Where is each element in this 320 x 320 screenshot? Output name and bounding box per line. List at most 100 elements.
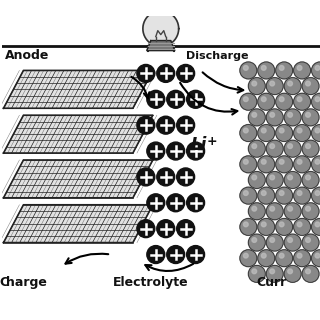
Circle shape (252, 112, 257, 117)
Circle shape (297, 222, 302, 227)
Circle shape (258, 187, 275, 204)
Circle shape (248, 109, 265, 126)
Circle shape (266, 172, 283, 188)
Circle shape (266, 203, 283, 220)
Circle shape (187, 194, 204, 212)
Circle shape (270, 175, 275, 180)
Circle shape (167, 245, 185, 263)
Circle shape (279, 191, 284, 196)
Circle shape (167, 142, 185, 160)
Circle shape (312, 156, 320, 173)
Circle shape (284, 78, 301, 94)
Circle shape (288, 175, 292, 180)
Circle shape (297, 66, 302, 70)
Circle shape (266, 265, 283, 282)
Circle shape (261, 159, 266, 164)
Circle shape (187, 90, 204, 108)
Text: C: C (0, 276, 9, 289)
Circle shape (147, 245, 165, 263)
Circle shape (302, 172, 319, 188)
Circle shape (240, 219, 257, 236)
Circle shape (294, 156, 310, 173)
Circle shape (302, 109, 319, 126)
Circle shape (157, 220, 175, 238)
Circle shape (294, 219, 310, 236)
Circle shape (177, 168, 195, 186)
Circle shape (315, 97, 320, 101)
Circle shape (294, 62, 310, 79)
Circle shape (297, 128, 302, 133)
Circle shape (258, 62, 275, 79)
Circle shape (248, 203, 265, 220)
Circle shape (297, 159, 302, 164)
Circle shape (157, 64, 175, 82)
Circle shape (270, 206, 275, 211)
Circle shape (302, 78, 319, 94)
Circle shape (297, 191, 302, 196)
Circle shape (276, 156, 292, 173)
Circle shape (244, 159, 248, 164)
Circle shape (187, 142, 204, 160)
Circle shape (252, 81, 257, 86)
Circle shape (312, 219, 320, 236)
Circle shape (240, 250, 257, 267)
Circle shape (167, 90, 185, 108)
Circle shape (261, 222, 266, 227)
Circle shape (284, 234, 301, 251)
Polygon shape (143, 11, 179, 46)
Circle shape (266, 140, 283, 157)
Circle shape (261, 128, 266, 133)
Circle shape (266, 109, 283, 126)
Circle shape (261, 66, 266, 70)
Circle shape (288, 269, 292, 274)
Polygon shape (4, 160, 153, 198)
Circle shape (306, 238, 310, 243)
Text: +: + (206, 135, 217, 148)
Circle shape (288, 112, 292, 117)
Circle shape (315, 191, 320, 196)
Circle shape (261, 191, 266, 196)
Circle shape (266, 78, 283, 94)
Circle shape (244, 66, 248, 70)
Circle shape (302, 234, 319, 251)
Circle shape (270, 269, 275, 274)
Circle shape (258, 124, 275, 141)
Circle shape (244, 191, 248, 196)
Circle shape (240, 93, 257, 110)
Text: Anode: Anode (4, 50, 49, 62)
Circle shape (315, 253, 320, 258)
Circle shape (240, 187, 257, 204)
Circle shape (248, 78, 265, 94)
Circle shape (244, 128, 248, 133)
Circle shape (288, 238, 292, 243)
Text: Electrolyte: Electrolyte (113, 276, 188, 289)
Circle shape (248, 172, 265, 188)
Circle shape (279, 253, 284, 258)
Circle shape (306, 269, 310, 274)
Circle shape (294, 250, 310, 267)
Circle shape (270, 112, 275, 117)
Circle shape (137, 220, 155, 238)
Circle shape (258, 156, 275, 173)
Circle shape (240, 62, 257, 79)
Text: Li: Li (191, 136, 207, 154)
Circle shape (279, 97, 284, 101)
Circle shape (276, 250, 292, 267)
Circle shape (252, 269, 257, 274)
Circle shape (252, 175, 257, 180)
Circle shape (306, 175, 310, 180)
Circle shape (279, 222, 284, 227)
Circle shape (252, 206, 257, 211)
Circle shape (288, 81, 292, 86)
Circle shape (252, 238, 257, 243)
Circle shape (258, 219, 275, 236)
Polygon shape (4, 70, 153, 108)
Circle shape (288, 144, 292, 148)
Circle shape (297, 97, 302, 101)
Circle shape (147, 90, 165, 108)
Circle shape (248, 265, 265, 282)
Text: Discharge: Discharge (186, 52, 248, 61)
Circle shape (270, 81, 275, 86)
Circle shape (177, 220, 195, 238)
Circle shape (297, 253, 302, 258)
